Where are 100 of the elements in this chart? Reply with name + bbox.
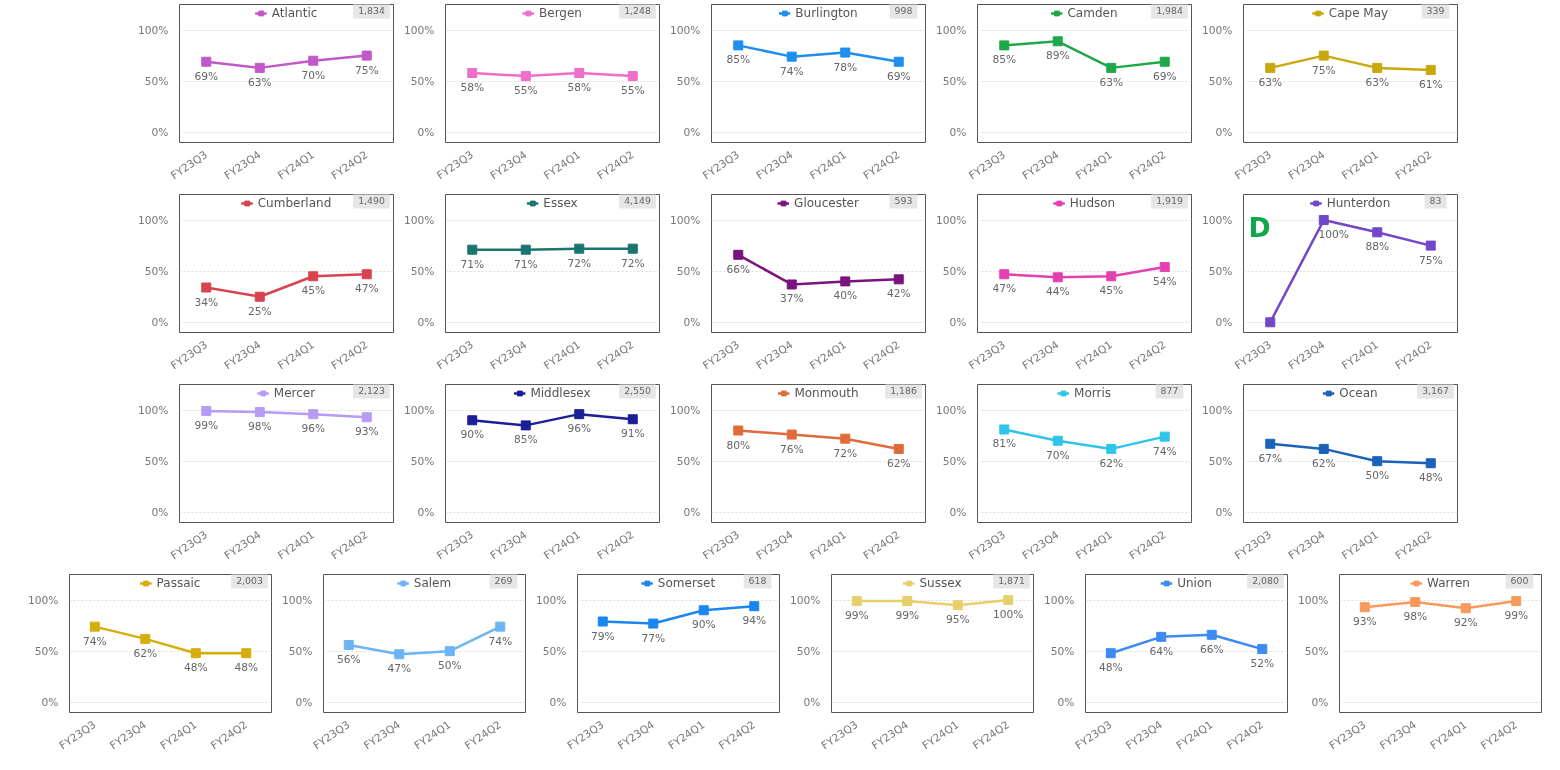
text: 98% [1403,610,1428,624]
text: 100% [1318,228,1349,242]
point [893,56,904,67]
point [733,249,744,260]
y-tick-label: 100% [404,403,435,417]
point [840,433,851,444]
point [361,412,372,423]
y-tick-label: 0% [151,125,169,139]
text: 62% [133,646,158,660]
y-tick-label: 50% [144,264,169,278]
text: 67% [1258,451,1283,465]
y-tick-label: 0% [417,125,435,139]
y-tick-label: 100% [404,23,435,37]
text: 50% [1365,469,1390,483]
text: 77% [641,631,666,645]
text: 58% [460,80,485,94]
text: 66% [726,262,751,276]
point [308,55,319,66]
text: 90% [460,428,485,442]
y-tick-label: 0% [949,505,967,519]
y-tick-label: 100% [1202,403,1233,417]
legend-label: Cumberland [257,196,332,210]
point [254,291,265,302]
point [254,62,265,73]
annotation: 998 [894,4,913,16]
text: 85% [513,433,538,447]
text: 76% [779,442,804,456]
annotation: 269 [494,574,513,586]
y-tick-label: 50% [542,644,567,658]
text: 75% [1311,63,1336,77]
point [1265,438,1276,449]
annotation: 4,149 [624,194,651,206]
text: 100% [993,608,1024,622]
point [840,47,851,58]
y-tick-label: 0% [417,315,435,329]
legend-label: Mercer [273,386,316,400]
legend-label: Middlesex [530,386,591,400]
point [627,414,638,425]
text: 80% [726,438,751,452]
point [1156,631,1167,642]
text: 75% [354,63,379,77]
text: 89% [1045,49,1070,63]
text: 72% [567,256,592,270]
point [648,618,659,629]
text: 48% [183,661,208,675]
y-tick-label: 100% [138,213,169,227]
text: 72% [620,256,645,270]
point [786,51,797,62]
text: 74% [1152,444,1177,458]
point [1106,443,1117,454]
point [1052,272,1063,283]
annotation: 83 [1429,194,1442,206]
text: 47% [992,282,1017,296]
text: 71% [460,257,485,271]
text: 69% [194,69,219,83]
point [1106,271,1117,282]
point [999,40,1010,51]
text: 47% [387,662,412,676]
legend-label: Hunterdon [1326,196,1391,210]
y-tick-label: 50% [410,454,435,468]
annotation: 1,186 [890,384,917,396]
annotation: 1,834 [358,4,385,16]
text: 90% [691,618,716,632]
text: 81% [992,437,1017,451]
point [201,282,212,293]
y-tick-label: 0% [1215,315,1233,329]
annotation: 1,871 [998,574,1025,586]
point [1511,596,1522,607]
y-tick-label: 100% [670,213,701,227]
text: 56% [336,653,361,667]
y-tick-label: 0% [41,695,59,709]
text: 96% [567,422,592,436]
y-tick-label: 0% [683,505,701,519]
point [786,429,797,440]
y-tick-label: 0% [949,125,967,139]
text: 69% [886,69,911,83]
point [343,640,354,651]
y-tick-label: 50% [1208,454,1233,468]
y-tick-label: 0% [683,125,701,139]
text: 52% [1250,657,1275,671]
point [308,409,319,420]
text: 99% [1504,609,1529,623]
text: 94% [742,614,767,628]
text: 40% [833,289,858,303]
y-tick-label: 100% [936,23,967,37]
y-tick-label: 50% [1208,74,1233,88]
point [1265,62,1276,73]
y-tick-label: 0% [1311,695,1329,709]
text: 69% [1152,69,1177,83]
text: 75% [1418,253,1443,267]
y-tick-label: 0% [683,315,701,329]
point [698,605,709,616]
point [201,406,212,417]
point [467,415,478,426]
legend-label: Morris [1074,386,1111,400]
text: 61% [1418,77,1443,91]
point [733,425,744,436]
point [1318,215,1329,226]
legend-label: Union [1177,576,1212,590]
y-tick-label: 50% [676,264,701,278]
